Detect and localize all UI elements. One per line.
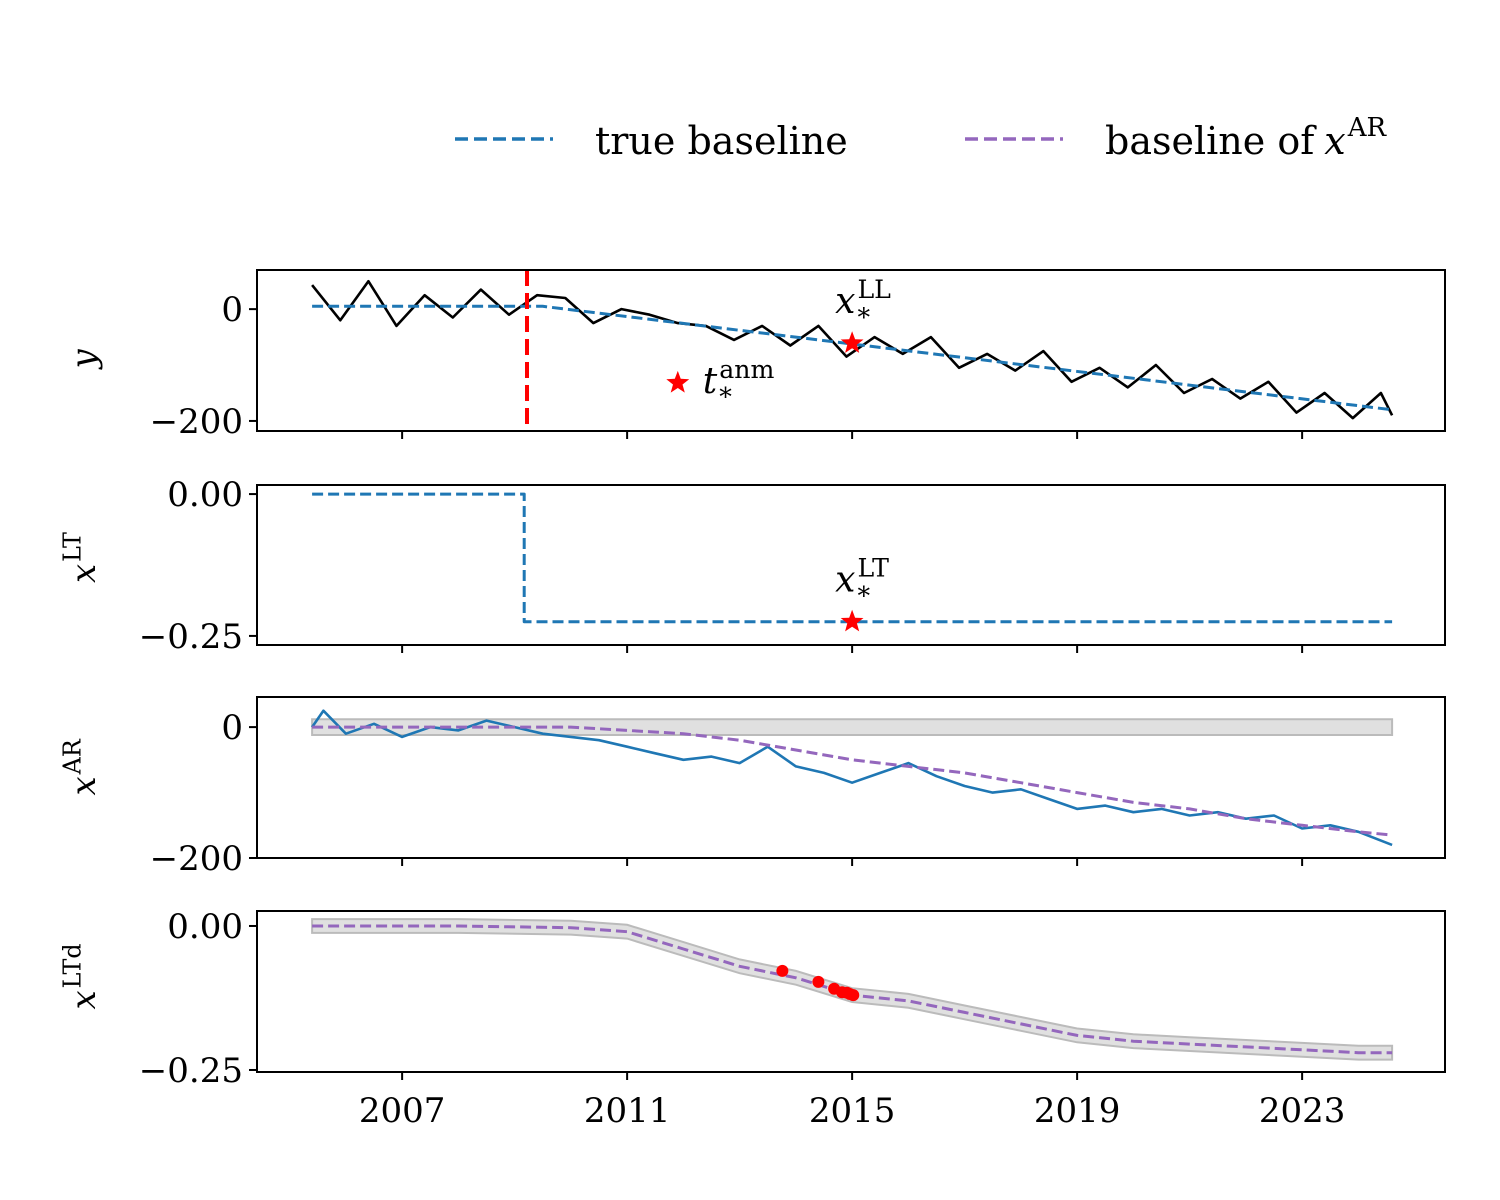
math-base: x bbox=[1324, 119, 1345, 163]
math-base: x bbox=[64, 990, 104, 1009]
y-axis-label: x LT bbox=[59, 532, 104, 583]
math-sup: LL bbox=[857, 275, 891, 304]
data-line bbox=[311, 709, 1393, 847]
y-tick-label: −0.25 bbox=[139, 617, 243, 657]
confidence-band bbox=[311, 718, 1394, 736]
annotation-label: xLT * bbox=[835, 554, 889, 611]
math-base: y bbox=[64, 349, 104, 371]
axes-frame bbox=[256, 696, 1446, 859]
axes-frame bbox=[256, 484, 1446, 646]
annotation-label: xLL * bbox=[835, 275, 891, 332]
y-tick-label: −200 bbox=[150, 839, 243, 879]
data-line bbox=[312, 725, 1393, 837]
axes-frame bbox=[256, 910, 1446, 1073]
scatter-point bbox=[812, 975, 825, 988]
math-sub: * bbox=[857, 303, 870, 332]
math-sup: AR bbox=[59, 738, 87, 775]
math-sup: LT bbox=[857, 554, 889, 583]
math-sup: LT bbox=[59, 532, 87, 562]
y-tick-label: −0.25 bbox=[139, 1051, 243, 1091]
legend-label: true baseline bbox=[595, 119, 848, 163]
math-base: t bbox=[703, 361, 718, 402]
legend-text: true baseline bbox=[595, 119, 848, 163]
math-base: x bbox=[835, 281, 855, 322]
y-tick-label: 0.00 bbox=[167, 475, 243, 515]
y-axis-label: x LTd bbox=[59, 943, 104, 1009]
y-tick-label: 0.00 bbox=[167, 907, 243, 947]
y-tick-label: 0 bbox=[221, 708, 243, 748]
math-sup: anm bbox=[719, 355, 774, 384]
math-base: x bbox=[64, 776, 104, 795]
x-tick-label: 2015 bbox=[809, 1091, 896, 1131]
y-axis-label: xAR bbox=[59, 738, 104, 795]
x-tick-label: 2023 bbox=[1259, 1091, 1346, 1131]
math-sup: AR bbox=[1347, 113, 1388, 143]
axes-frame bbox=[256, 269, 1446, 432]
legend-text: baseline of bbox=[1105, 119, 1326, 163]
data-line bbox=[312, 492, 1393, 624]
math-base: x bbox=[835, 560, 855, 601]
math-sub: * bbox=[857, 581, 870, 610]
y-tick-label: −200 bbox=[150, 402, 243, 442]
math-base: x bbox=[64, 564, 104, 583]
x-tick-label: 2011 bbox=[584, 1091, 671, 1131]
star-marker bbox=[840, 609, 864, 632]
y-tick-label: 0 bbox=[221, 290, 243, 330]
data-line bbox=[312, 924, 1393, 1055]
data-line bbox=[312, 304, 1393, 412]
math-sup: LTd bbox=[59, 943, 87, 988]
x-tick-label: 2019 bbox=[1034, 1091, 1121, 1131]
star-marker bbox=[840, 331, 864, 353]
star-marker bbox=[666, 370, 690, 393]
x-tick-label: 2007 bbox=[359, 1091, 446, 1131]
scatter-point bbox=[776, 964, 789, 977]
legend-label: baseline of xAR bbox=[1105, 113, 1387, 163]
annotation-label: tanm * bbox=[703, 355, 775, 412]
math-sub: * bbox=[719, 383, 732, 412]
y-axis-label: y bbox=[64, 349, 104, 371]
scatter-point bbox=[847, 989, 860, 1002]
